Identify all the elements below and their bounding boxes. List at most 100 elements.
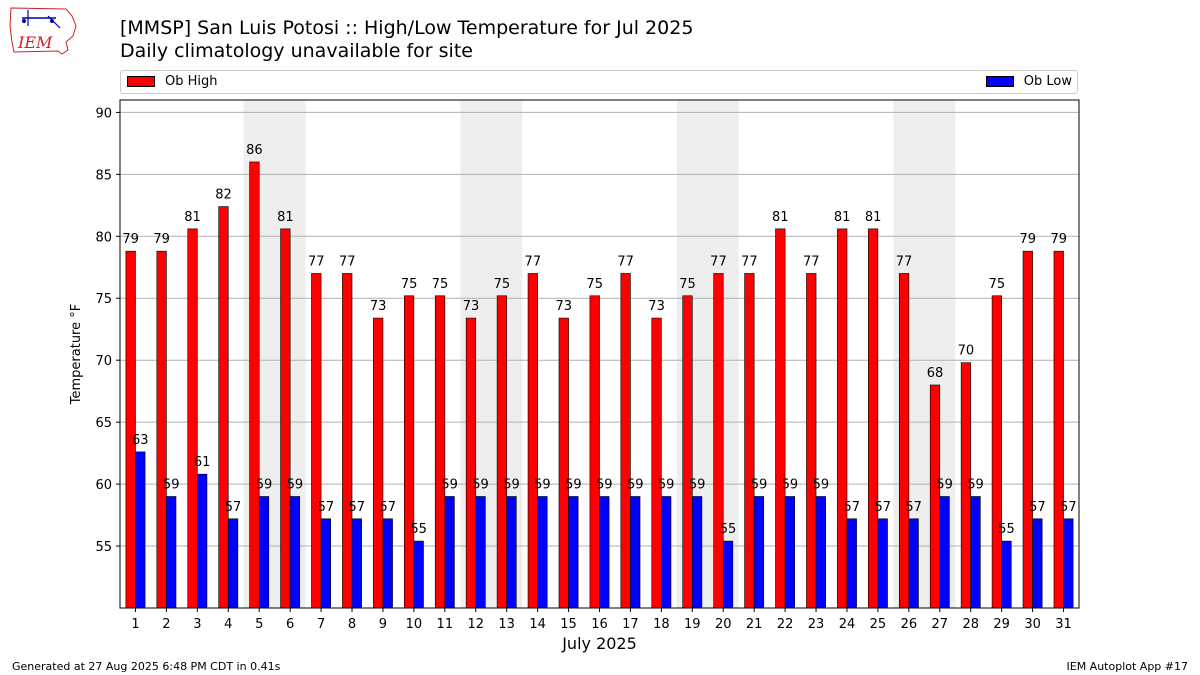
high-value-label: 86 [246, 143, 263, 158]
x-tick-label: 11 [437, 617, 454, 632]
low-bar [382, 518, 393, 609]
x-tick-label: 5 [255, 617, 263, 632]
high-value-label: 73 [370, 299, 387, 314]
y-tick-label: 85 [95, 168, 112, 183]
legend-item-low: Ob Low [985, 74, 1072, 89]
high-value-label: 81 [772, 210, 789, 225]
high-bar [868, 228, 879, 609]
low-value-label: 57 [844, 500, 861, 515]
low-bar [289, 496, 301, 609]
x-tick-label: 28 [962, 617, 979, 632]
high-value-label: 75 [494, 277, 511, 292]
generated-footer: Generated at 27 Aug 2025 6:48 PM CDT in … [12, 660, 281, 673]
high-value-label: 77 [803, 254, 820, 269]
y-tick-label: 90 [95, 106, 112, 121]
x-tick-label: 13 [498, 617, 515, 632]
high-bar [1053, 250, 1064, 609]
low-bar [722, 540, 734, 609]
high-value-label: 81 [834, 210, 851, 225]
x-axis-label: July 2025 [561, 634, 637, 653]
high-value-label: 79 [1050, 232, 1067, 247]
x-tick-label: 2 [162, 617, 170, 632]
low-value-label: 59 [534, 477, 551, 492]
x-tick-label: 22 [777, 617, 794, 632]
low-value-label: 59 [596, 477, 613, 492]
high-bar [682, 295, 693, 609]
low-bar [877, 518, 888, 609]
low-value-label: 59 [627, 477, 644, 492]
legend-label-low: Ob Low [1023, 74, 1072, 89]
x-tick-label: 21 [746, 617, 763, 632]
high-value-label: 77 [617, 254, 634, 269]
high-bar [373, 317, 384, 609]
high-value-label: 79 [122, 232, 139, 247]
legend-item-high: Ob High [127, 74, 218, 89]
high-bar [898, 273, 910, 609]
high-bar [527, 273, 538, 609]
high-bar [311, 273, 322, 609]
high-bar [713, 273, 724, 609]
low-value-label: 59 [503, 477, 520, 492]
high-bar [620, 273, 631, 609]
x-tick-label: 29 [993, 617, 1010, 632]
low-bar [784, 496, 796, 609]
low-value-label: 55 [720, 522, 737, 537]
low-value-label: 59 [287, 477, 304, 492]
high-bar [280, 228, 291, 609]
high-value-label: 77 [741, 254, 758, 269]
high-bar [342, 273, 353, 609]
y-tick-label: 70 [95, 354, 112, 369]
low-bar [413, 540, 424, 609]
low-bar [258, 496, 270, 609]
low-value-label: 57 [1060, 500, 1077, 515]
high-value-label: 73 [648, 299, 665, 314]
low-value-label: 57 [874, 500, 891, 515]
high-bar [806, 273, 817, 609]
low-value-label: 59 [689, 477, 706, 492]
low-bar [537, 496, 548, 609]
x-tick-label: 27 [932, 617, 949, 632]
low-bar [815, 496, 826, 609]
x-tick-label: 23 [808, 617, 825, 632]
low-bar [908, 518, 919, 609]
legend-swatch-high [127, 76, 155, 87]
x-tick-label: 4 [224, 617, 232, 632]
low-value-label: 57 [905, 500, 922, 515]
high-bar [156, 250, 167, 609]
x-tick-label: 10 [406, 617, 423, 632]
low-value-label: 59 [565, 477, 582, 492]
high-bar [187, 228, 198, 609]
x-tick-label: 24 [839, 617, 856, 632]
y-tick-label: 75 [95, 292, 112, 307]
x-tick-label: 6 [286, 617, 294, 632]
low-value-label: 59 [813, 477, 830, 492]
high-bar [249, 161, 260, 609]
x-tick-label: 1 [131, 617, 139, 632]
low-value-label: 61 [194, 455, 211, 470]
low-bar [197, 473, 208, 609]
low-bar [475, 496, 486, 609]
iem-logo: IEM [9, 7, 77, 55]
low-value-label: 57 [225, 500, 242, 515]
high-value-label: 77 [308, 254, 325, 269]
high-value-label: 73 [555, 299, 572, 314]
low-value-label: 57 [379, 500, 396, 515]
low-value-label: 63 [132, 433, 149, 448]
high-bar [991, 295, 1002, 609]
low-value-label: 59 [967, 477, 984, 492]
low-bar [1001, 540, 1012, 609]
low-value-label: 59 [256, 477, 273, 492]
app-footer: IEM Autoplot App #17 [1066, 660, 1189, 673]
high-value-label: 75 [679, 277, 696, 292]
high-bar [125, 250, 136, 609]
legend-label-high: Ob High [165, 74, 218, 89]
x-tick-label: 31 [1055, 617, 1072, 632]
low-bar [506, 496, 517, 609]
low-bar [135, 451, 146, 609]
high-bar [744, 273, 755, 609]
high-value-label: 75 [401, 277, 418, 292]
x-tick-label: 17 [622, 617, 639, 632]
x-tick-label: 8 [348, 617, 356, 632]
high-bar [775, 228, 786, 609]
low-value-label: 59 [751, 477, 768, 492]
